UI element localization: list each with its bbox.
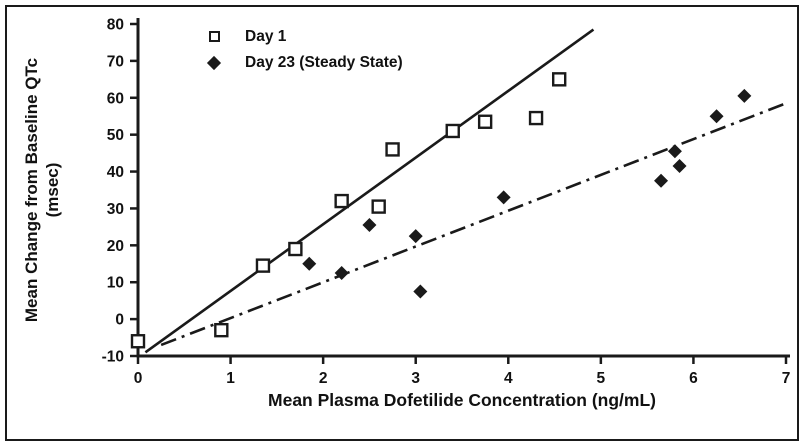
y-tick-label: 60 bbox=[107, 90, 124, 107]
data-point-filled-diamond bbox=[362, 218, 377, 233]
x-tick-label: 3 bbox=[411, 370, 420, 387]
y-tick-label: -10 bbox=[102, 349, 124, 366]
x-axis-title: Mean Plasma Dofetilide Concentration (ng… bbox=[268, 390, 656, 410]
data-point-filled-diamond bbox=[709, 109, 724, 124]
legend: Day 1 Day 23 (Steady State) bbox=[206, 28, 403, 71]
y-tick-label: 10 bbox=[107, 275, 124, 292]
data-point-filled-diamond bbox=[408, 229, 423, 244]
data-point-open-square bbox=[477, 114, 493, 129]
y-tick-label: 30 bbox=[107, 201, 124, 218]
data-point-open-square bbox=[130, 334, 146, 349]
y-tick-label: 0 bbox=[115, 312, 124, 329]
x-tick-label: 5 bbox=[597, 370, 606, 387]
data-point-open-square bbox=[255, 258, 271, 273]
y-tick-label: 50 bbox=[107, 127, 124, 144]
filled-diamond-marker-icon bbox=[206, 55, 222, 70]
data-point-filled-diamond bbox=[334, 266, 349, 280]
y-tick-label: 20 bbox=[107, 238, 124, 255]
data-point-open-square bbox=[214, 322, 229, 338]
x-tick-label: 6 bbox=[689, 370, 698, 387]
x-tick-label: 4 bbox=[504, 370, 513, 387]
x-tick-label: 7 bbox=[782, 370, 791, 387]
legend-item-day1: Day 1 bbox=[207, 28, 403, 45]
legend-label-day1: Day 1 bbox=[245, 27, 287, 45]
x-tick-label: 0 bbox=[134, 370, 143, 387]
legend-label-day23: Day 23 (Steady State) bbox=[245, 53, 403, 71]
y-axis-units: (msec) bbox=[43, 162, 63, 218]
data-point-filled-diamond bbox=[654, 173, 669, 188]
data-point-open-square bbox=[552, 72, 567, 87]
trend-line-day1 bbox=[144, 28, 595, 354]
data-point-open-square bbox=[288, 241, 303, 257]
y-tick-label: 70 bbox=[107, 53, 124, 70]
data-point-filled-diamond bbox=[496, 190, 511, 205]
x-tick-label: 2 bbox=[319, 370, 328, 387]
data-point-open-square bbox=[445, 123, 460, 139]
data-point-filled-diamond bbox=[672, 159, 687, 174]
y-axis-title-text: Mean Change from Baseline QTc bbox=[22, 57, 41, 323]
y-axis-title: Mean Change from Baseline QTc (msec) bbox=[21, 25, 65, 355]
y-tick-label: 80 bbox=[107, 17, 124, 34]
data-point-filled-diamond bbox=[302, 256, 317, 271]
data-point-filled-diamond bbox=[667, 144, 682, 159]
trend-line-day23 bbox=[160, 102, 787, 347]
data-point-filled-diamond bbox=[737, 88, 752, 103]
data-point-filled-diamond bbox=[413, 284, 428, 299]
y-tick-label: 40 bbox=[107, 164, 124, 181]
data-point-open-square bbox=[528, 110, 544, 126]
open-square-marker-icon bbox=[208, 31, 220, 42]
legend-item-day23: Day 23 (Steady State) bbox=[206, 53, 403, 71]
data-point-open-square bbox=[371, 199, 386, 214]
figure-border bbox=[5, 5, 799, 441]
x-tick-label: 1 bbox=[226, 370, 235, 387]
data-point-open-square bbox=[334, 193, 349, 209]
data-point-open-square bbox=[385, 142, 400, 157]
